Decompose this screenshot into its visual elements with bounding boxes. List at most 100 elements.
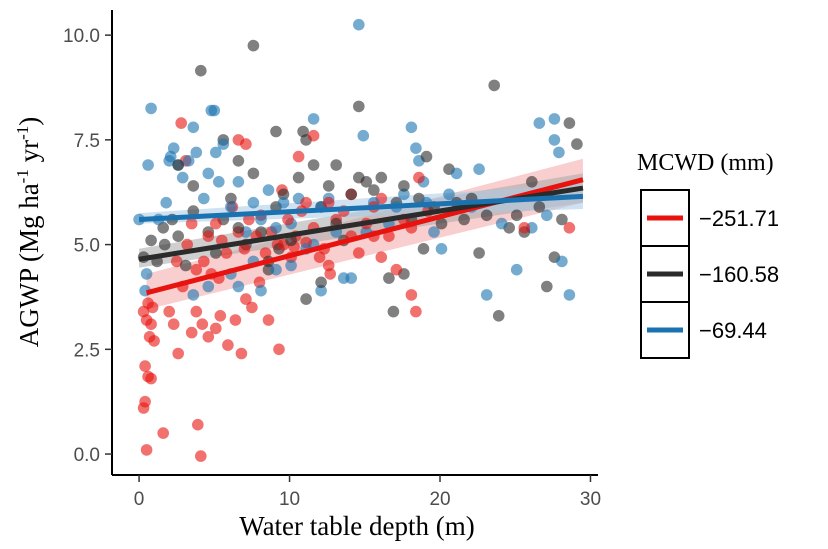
data-point-series-3: [247, 196, 260, 209]
data-point-series-1: [175, 117, 187, 129]
data-point-series-1: [196, 318, 209, 331]
data-point-series-3: [182, 155, 195, 167]
data-point-series-3: [533, 117, 546, 129]
x-tick-label: 10: [279, 489, 300, 510]
data-point-series-1: [563, 222, 576, 234]
data-point-series-3: [232, 280, 245, 293]
data-point-series-2: [563, 117, 576, 129]
data-point-series-1: [185, 326, 198, 339]
data-point-series-3: [443, 188, 455, 201]
data-point-series-2: [353, 100, 365, 113]
data-point-series-1: [202, 331, 215, 343]
data-point-series-2: [458, 213, 470, 226]
data-point-series-2: [322, 180, 335, 192]
data-point-series-3: [198, 192, 210, 205]
y-axis-title-sup2: -1: [13, 126, 32, 140]
data-point-series-1: [292, 150, 305, 163]
data-point-series-2: [571, 138, 583, 150]
data-point-series-3: [541, 209, 553, 222]
data-point-series-1: [139, 360, 151, 372]
legend-label: −251.71: [699, 206, 779, 231]
data-point-series-1: [222, 339, 234, 351]
data-point-series-3: [208, 104, 221, 117]
data-point-series-1: [198, 255, 210, 268]
data-point-series-1: [300, 196, 312, 209]
x-axis-title: Water table depth (m): [239, 511, 474, 541]
data-point-series-1: [405, 289, 418, 301]
data-point-series-3: [480, 289, 493, 301]
data-point-series-2: [526, 176, 538, 188]
data-point-series-1: [240, 138, 252, 150]
data-point-series-1: [322, 196, 335, 209]
data-point-series-3: [255, 284, 267, 297]
data-point-series-3: [450, 167, 463, 180]
data-point-series-1: [140, 444, 153, 456]
data-point-series-1: [273, 343, 285, 356]
y-axis-title-suffix: ): [14, 117, 44, 126]
data-point-series-1: [390, 263, 403, 276]
data-point-series-3: [164, 150, 177, 163]
y-tick-label: 10.0: [63, 26, 100, 47]
data-point-series-1: [240, 293, 252, 305]
data-point-series-3: [202, 280, 215, 293]
data-point-series-2: [247, 167, 260, 180]
data-point-series-2: [375, 171, 388, 184]
data-point-series-1: [220, 247, 233, 259]
data-point-series-3: [217, 138, 230, 150]
data-point-series-1: [375, 251, 388, 263]
data-point-series-1: [145, 372, 157, 385]
data-point-series-2: [187, 180, 200, 192]
data-point-series-3: [473, 163, 485, 175]
data-point-series-2: [533, 201, 546, 213]
data-point-series-2: [232, 155, 245, 167]
data-point-series-3: [270, 222, 282, 234]
data-point-series-2: [145, 234, 157, 247]
data-point-series-2: [292, 171, 305, 184]
data-point-series-1: [190, 305, 203, 318]
data-point-series-3: [270, 263, 282, 276]
data-point-series-2: [247, 39, 260, 52]
data-point-series-3: [548, 134, 561, 146]
data-point-series-3: [232, 176, 245, 188]
data-point-series-1: [238, 243, 251, 255]
data-point-series-3: [398, 188, 410, 201]
data-point-series-1: [383, 230, 395, 242]
data-point-series-3: [337, 272, 350, 284]
data-point-series-2: [353, 171, 365, 184]
data-point-series-2: [417, 243, 430, 255]
data-point-series-1: [143, 331, 156, 343]
data-point-series-3: [553, 146, 565, 159]
data-point-series-2: [195, 64, 207, 77]
data-point-series-2: [315, 276, 327, 289]
data-point-series-2: [510, 209, 523, 222]
data-point-series-2: [492, 310, 505, 322]
data-point-series-3: [405, 121, 418, 134]
data-point-series-3: [213, 176, 225, 188]
data-point-series-3: [357, 129, 370, 142]
data-point-series-1: [190, 263, 203, 276]
data-point-series-2: [556, 213, 568, 226]
data-point-series-3: [428, 226, 440, 238]
data-point-series-2: [210, 247, 222, 259]
data-point-series-3: [307, 113, 320, 125]
data-point-series-3: [262, 184, 275, 196]
data-point-series-3: [187, 289, 200, 301]
data-point-series-2: [368, 184, 380, 196]
data-point-series-1: [410, 305, 422, 318]
data-point-series-3: [353, 18, 365, 31]
data-point-series-1: [214, 310, 227, 322]
data-point-series-1: [192, 418, 204, 431]
data-point-series-2: [345, 188, 358, 201]
data-point-series-3: [435, 243, 448, 255]
data-point-series-3: [190, 146, 203, 159]
data-point-series-1: [235, 347, 248, 360]
legend: MCWD (mm) −251.71 −160.58 −69.44: [637, 150, 779, 359]
y-axis-ticks: 0.0 2.5 5.0 7.5 10.0: [63, 26, 112, 466]
data-point-series-2: [420, 150, 433, 163]
data-point-series-1: [210, 217, 222, 230]
data-point-series-3: [210, 146, 222, 159]
data-point-series-3: [315, 284, 327, 297]
y-axis-title-prefix: AGWP (Mg ha: [14, 183, 44, 347]
data-point-series-1: [185, 217, 198, 230]
data-point-series-2: [480, 209, 493, 222]
